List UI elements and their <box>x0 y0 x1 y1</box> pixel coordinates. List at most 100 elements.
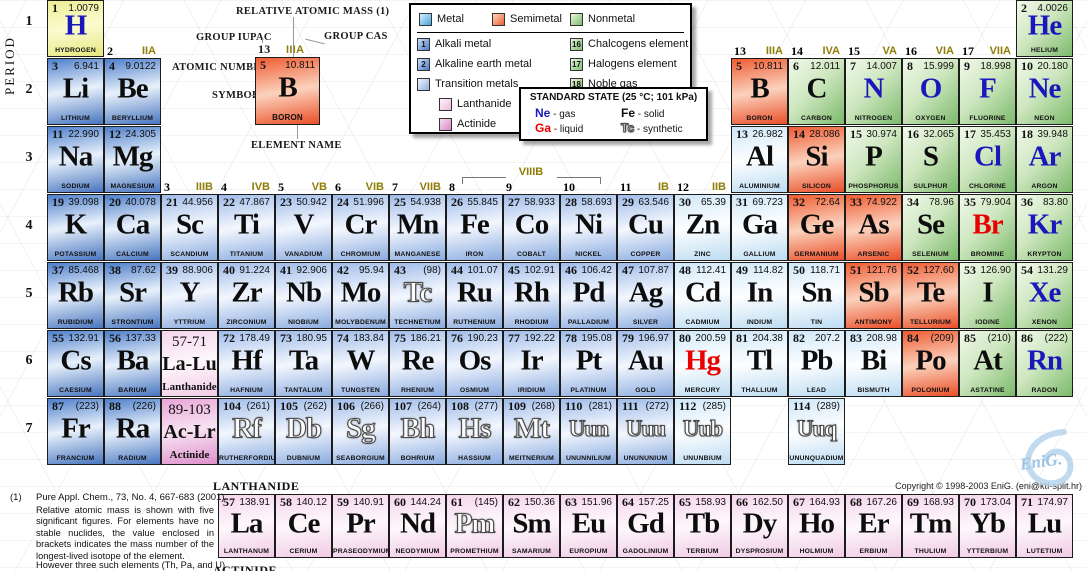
atomic-number: 10 <box>1021 59 1033 73</box>
element-symbol: Ti <box>234 208 260 241</box>
atomic-mass: (261) <box>246 401 270 412</box>
element-symbol: Sc <box>176 208 204 241</box>
element-name: DUBNIUM <box>286 455 321 462</box>
element-name: ARGON <box>1031 183 1058 190</box>
element-symbol: Xe <box>1028 276 1062 309</box>
element-tm: 69 168.93 Tm THULIUM <box>902 494 959 558</box>
connector-mass <box>293 17 294 57</box>
atomic-mass: 140.12 <box>296 497 327 508</box>
atomic-mass: (266) <box>360 401 384 412</box>
atomic-mass: 55.845 <box>467 197 498 208</box>
standard-state-gas: Ne - gas <box>535 106 575 120</box>
placeholder-name: Lanthanide <box>162 381 217 393</box>
atomic-number: 7 <box>850 59 856 73</box>
element-tb: 65 158.93 Tb TERBIUM <box>674 494 731 558</box>
element-symbol: Eu <box>571 507 606 540</box>
example-name: BORON <box>272 113 303 122</box>
atomic-number: 5 <box>736 59 742 73</box>
element-symbol: Pb <box>800 344 834 377</box>
element-name: NITROGEN <box>854 115 893 122</box>
atomic-number-label: ATOMIC NUMBER <box>172 62 269 73</box>
group-number: 12 <box>677 180 689 194</box>
atomic-number: 63 <box>565 495 577 509</box>
group-number: 16 <box>905 44 917 58</box>
group-header-6: 6 VIB <box>332 180 389 194</box>
atomic-mass: 65.39 <box>700 197 726 208</box>
atomic-mass: (226) <box>132 401 156 412</box>
element-ir: 77 192.22 Ir IRIDIUM <box>503 330 560 397</box>
element-symbol: Ga <box>741 208 778 241</box>
element-name: CAESIUM <box>59 387 92 394</box>
atomic-mass: 196.97 <box>638 333 669 344</box>
atomic-mass: (262) <box>303 401 327 412</box>
group-header-12: 12 IIB <box>674 180 731 194</box>
atomic-mass: 18.998 <box>980 61 1011 72</box>
element-symbol: Sm <box>512 507 551 540</box>
placeholder-range: 89-103 <box>168 402 211 418</box>
atomic-mass: 39.098 <box>68 197 99 208</box>
element-symbol: Hf <box>231 344 262 377</box>
element-pr: 59 140.91 Pr PRASEODYMIUM <box>332 494 391 558</box>
atomic-mass: 101.07 <box>467 265 498 276</box>
atomic-mass: 138.91 <box>239 497 270 508</box>
atomic-number: 67 <box>793 495 805 509</box>
element-name: GADOLINIUM <box>622 548 669 555</box>
group-cas-label: IIA <box>141 45 156 57</box>
element-c: 6 12.011 C CARBON <box>788 58 845 125</box>
atomic-number: 52 <box>907 263 919 277</box>
element-symbol: Pd <box>572 276 606 309</box>
element-symbol: P <box>865 140 883 173</box>
atomic-number: 20 <box>109 195 121 209</box>
element-symbol: Uuu <box>625 415 666 441</box>
element-name: LUTETIUM <box>1026 548 1063 555</box>
atomic-number: 24 <box>337 195 349 209</box>
example-symbol: B <box>278 71 297 104</box>
element-eu: 63 151.96 Eu EUROPIUM <box>560 494 617 558</box>
group-number: 9 <box>506 180 512 194</box>
element-symbol: Kr <box>1027 208 1062 241</box>
atomic-mass: (272) <box>645 401 669 412</box>
element-name: CHROMIUM <box>340 251 381 258</box>
element-name: POLONIUM <box>911 387 950 394</box>
element-symbol: Mn <box>396 208 440 241</box>
element-symbol: Lu <box>1027 507 1062 540</box>
element-name: CERIUM <box>289 548 318 555</box>
atomic-mass: 58.933 <box>524 197 555 208</box>
atomic-number: 81 <box>736 331 748 345</box>
connector-group-cas <box>305 38 325 45</box>
element-name: CADMIUM <box>685 319 720 326</box>
atomic-mass: 28.086 <box>809 129 840 140</box>
atomic-number: 35 <box>964 195 976 209</box>
group-header-5: 5 VB <box>275 180 332 194</box>
element-symbol: Rh <box>513 276 550 309</box>
element-nb: 41 92.906 Nb NIOBIUM <box>275 262 332 329</box>
atomic-mass: 173.04 <box>980 497 1011 508</box>
atomic-mass: (289) <box>816 401 840 412</box>
atomic-mass: 106.42 <box>581 265 612 276</box>
group-header-15: 15 VA <box>845 44 902 58</box>
element-si: 14 28.086 Si SILICON <box>788 126 845 193</box>
group-cas-label: IVA <box>822 45 840 57</box>
atomic-mass: 180.95 <box>296 333 327 344</box>
element-name: UNUNNILIUM <box>565 455 612 462</box>
element-name: ERBIUM <box>859 548 888 555</box>
element-symbol: Cr <box>344 208 378 241</box>
state-example-label: - synthetic <box>636 124 683 135</box>
element-name: HYDROGEN <box>55 47 96 54</box>
atomic-number: 77 <box>508 331 520 345</box>
state-example-symbol: Tc <box>620 120 635 135</box>
element-name: RHENIUM <box>400 387 435 394</box>
atomic-number: 44 <box>451 263 463 277</box>
group-number: 13 <box>734 44 746 58</box>
atomic-mass: 10.811 <box>753 61 783 72</box>
atomic-mass: 12.011 <box>810 61 840 72</box>
atomic-mass: 95.94 <box>358 265 384 276</box>
element-be: 4 9.0122 Be BERYLLIUM <box>104 58 161 125</box>
element-symbol: Cs <box>60 344 91 377</box>
element-ca: 20 40.078 Ca CALCIUM <box>104 194 161 261</box>
element-symbol: Mt <box>513 412 550 445</box>
element-name: BERYLLIUM <box>111 115 154 122</box>
element-name: ANTIMONY <box>854 319 893 326</box>
element-la: 57 138.91 La LANTHANUM <box>218 494 275 558</box>
atomic-number: 69 <box>907 495 919 509</box>
